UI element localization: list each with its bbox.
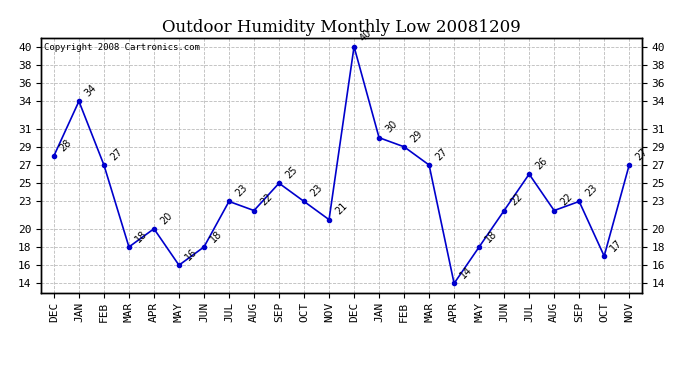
- Text: 14: 14: [458, 265, 474, 280]
- Text: 17: 17: [609, 237, 624, 253]
- Text: 22: 22: [558, 192, 574, 208]
- Text: 27: 27: [108, 146, 124, 162]
- Title: Outdoor Humidity Monthly Low 20081209: Outdoor Humidity Monthly Low 20081209: [162, 19, 521, 36]
- Text: 29: 29: [408, 128, 424, 144]
- Text: 21: 21: [333, 201, 349, 217]
- Text: 18: 18: [133, 228, 149, 244]
- Text: 22: 22: [509, 192, 524, 208]
- Text: 25: 25: [283, 165, 299, 180]
- Text: 22: 22: [258, 192, 274, 208]
- Text: 26: 26: [533, 156, 549, 171]
- Text: 23: 23: [308, 183, 324, 199]
- Text: 18: 18: [208, 228, 224, 244]
- Text: 23: 23: [583, 183, 599, 199]
- Text: 18: 18: [483, 228, 499, 244]
- Text: 23: 23: [233, 183, 249, 199]
- Text: 27: 27: [433, 146, 449, 162]
- Text: 30: 30: [383, 119, 399, 135]
- Text: 28: 28: [58, 137, 74, 153]
- Text: 34: 34: [83, 83, 99, 99]
- Text: Copyright 2008 Cartronics.com: Copyright 2008 Cartronics.com: [44, 43, 200, 52]
- Text: 40: 40: [358, 28, 374, 44]
- Text: 27: 27: [633, 146, 649, 162]
- Text: 20: 20: [158, 210, 174, 226]
- Text: 16: 16: [183, 247, 199, 262]
